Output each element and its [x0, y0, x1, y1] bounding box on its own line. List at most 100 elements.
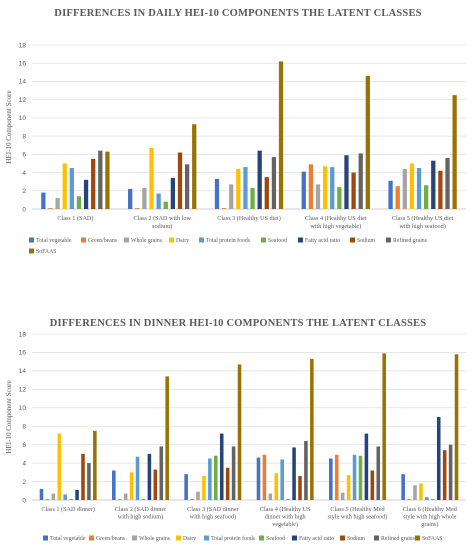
legend-swatch: [298, 237, 303, 243]
bar-sofaas: [382, 353, 386, 500]
bar-sofaas: [93, 430, 97, 500]
bar-fatty-acid-ratio: [219, 433, 224, 500]
legend-swatch: [81, 237, 86, 243]
bar-green-beans: [334, 454, 339, 500]
bar-sofaas: [452, 95, 457, 209]
y-axis-label: HEI-10 Component Score: [5, 380, 13, 453]
y-tick-label: 18: [19, 42, 27, 49]
y-tick-label: 10: [19, 115, 27, 122]
bar-fatty-acid-ratio: [170, 178, 176, 209]
bar-whole-grains: [268, 493, 273, 500]
bar-green-beans: [45, 499, 50, 500]
y-axis-label: HEI-10 Component Score: [5, 90, 13, 163]
bar-total-vegetable: [388, 180, 393, 209]
bar-total-protein-foods: [352, 454, 357, 500]
bar-total-vegetable: [184, 474, 188, 500]
y-tick-label: 16: [19, 61, 27, 68]
legend-label: Dairy: [183, 536, 196, 542]
bar-green-beans: [262, 454, 267, 500]
bar-fatty-acid-ratio: [436, 417, 441, 500]
legend-label: Refined grains: [381, 535, 416, 542]
bar-sodium: [91, 158, 96, 209]
bar-refined-grains: [184, 164, 190, 209]
bar-green-beans: [395, 186, 400, 209]
legend-swatch: [261, 237, 266, 243]
bar-green-beans: [407, 499, 411, 500]
bar-dairy: [409, 163, 415, 209]
legend-label: SoFAAS: [422, 536, 443, 542]
bar-green-beans: [48, 208, 53, 209]
category-label: Class 1 (SAD): [57, 215, 93, 222]
chart-title: DIFFERENCES IN DINNER HEI-10 COMPONENTS …: [50, 318, 427, 329]
bar-refined-grains: [376, 446, 381, 500]
bar-total-protein-foods: [416, 168, 422, 209]
bar-total-vegetable: [39, 488, 44, 500]
legend-swatch: [350, 237, 355, 243]
category-label: style with high seafood): [328, 514, 388, 521]
legend-swatch: [374, 535, 379, 541]
bar-total-vegetable: [401, 474, 405, 500]
y-tick-label: 4: [22, 460, 26, 467]
bar-fatty-acid-ratio: [147, 453, 152, 500]
bar-seafood: [358, 455, 363, 500]
y-tick-label: 18: [19, 331, 27, 338]
category-label: Class 3 (SAD dinner: [187, 506, 238, 513]
category-label: Class 4 (Healthy US diet: [305, 215, 367, 222]
legend-label: Whole grains: [131, 238, 163, 244]
bar-sofaas: [310, 358, 314, 500]
bar-whole-grains: [123, 493, 128, 500]
legend-label: SoFAAS: [36, 249, 57, 255]
bar-refined-grains: [231, 446, 236, 500]
bar-seafood: [76, 196, 82, 209]
y-tick-label: 8: [22, 424, 26, 431]
bar-sofaas: [237, 364, 242, 500]
bar-total-vegetable: [301, 171, 306, 209]
y-tick-label: 16: [19, 350, 27, 357]
y-tick-label: 2: [22, 479, 26, 486]
legend-swatch: [415, 535, 420, 541]
bar-dairy: [419, 483, 423, 500]
chart-title: DIFFERENCES IN DAILY HEI-10 COMPONENTS T…: [54, 8, 421, 19]
bar-total-protein-foods: [425, 497, 429, 500]
legend-label: Fatty acid ratio: [299, 536, 334, 542]
bar-seafood: [337, 187, 342, 209]
bar-refined-grains: [358, 153, 363, 209]
legend-swatch: [132, 535, 137, 541]
category-label: sodium): [152, 223, 172, 230]
legend-swatch: [259, 535, 264, 541]
bar-total-protein-foods: [156, 193, 161, 209]
bar-total-protein-foods: [208, 458, 212, 500]
bar-dairy: [62, 163, 67, 209]
category-label: Class 4 (Healthy US: [260, 506, 311, 513]
bar-sofaas: [365, 75, 370, 209]
y-tick-label: 6: [22, 152, 26, 159]
legend-label: Fatty acid ratio: [305, 238, 340, 244]
bar-sofaas: [105, 151, 110, 209]
legend-label: Sodium: [347, 536, 366, 542]
bar-dairy: [236, 168, 241, 209]
category-label: Class 3 (Healthy US diet): [217, 215, 281, 222]
bar-fatty-acid-ratio: [83, 179, 89, 209]
bar-whole-grains: [51, 493, 56, 500]
legend-swatch: [176, 535, 181, 541]
bar-total-protein-foods: [69, 168, 74, 209]
bar-green-beans: [221, 208, 227, 209]
bar-sodium: [225, 467, 230, 500]
legend-label: Total protein foods: [211, 535, 256, 542]
dinner-hei-chart: DIFFERENCES IN DINNER HEI-10 COMPONENTS …: [5, 318, 466, 542]
y-tick-label: 12: [19, 387, 27, 394]
category-label: Class 6 (Healthy Med: [403, 506, 458, 513]
category-label: style with high whole: [403, 514, 457, 521]
category-label: vegetable): [272, 521, 298, 528]
bar-refined-grains: [87, 463, 91, 500]
y-tick-label: 14: [19, 368, 27, 375]
bar-sodium: [298, 476, 302, 500]
bar-total-protein-foods: [63, 494, 67, 500]
legend-label: Refined grains: [393, 237, 428, 244]
bar-dairy: [322, 166, 328, 209]
category-label: with high seafood): [399, 223, 445, 230]
bar-green-beans: [135, 208, 140, 209]
bar-sodium: [153, 469, 158, 500]
daily-hei-chart: DIFFERENCES IN DAILY HEI-10 COMPONENTS T…: [5, 8, 466, 255]
bar-total-protein-foods: [330, 167, 335, 209]
